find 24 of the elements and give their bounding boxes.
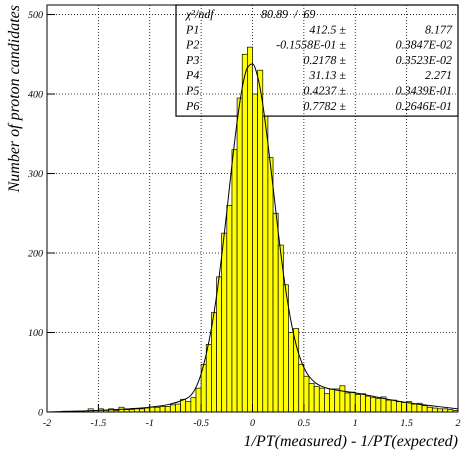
- y-tick-label: 400: [28, 90, 43, 101]
- y-tick-label: 200: [28, 248, 43, 260]
- text: P2 -0.1558E-01 ± 0.3847E-02: [186, 38, 452, 52]
- y-axis-title: Number of proton candidates: [6, 5, 23, 194]
- x-tick-label: -1: [146, 418, 154, 429]
- x-tick-label: -2: [42, 418, 52, 429]
- text: P3 0.2178 ± 0.3523E-02: [186, 52, 452, 67]
- text: P5 0.4237 ± 0.3439E-01: [186, 84, 452, 98]
- x-tick-label: -1.5: [90, 418, 106, 429]
- y-tick-label: 300: [27, 169, 43, 180]
- x-tick-label: 0.5: [298, 418, 310, 429]
- text: P4 31.13 ± 2.271: [186, 68, 452, 82]
- text: χ²/ndf 80.89 / 69: [186, 7, 316, 21]
- y-tick-label: 500: [28, 10, 43, 22]
- y-tick-label: 100: [28, 328, 43, 340]
- text: P1 412.5 ± 8.177: [186, 22, 452, 36]
- x-tick-label: 1: [352, 418, 358, 429]
- x-tick-label: 1.5: [400, 418, 413, 429]
- y-tick-label: 0: [38, 408, 43, 418]
- x-axis-title: 1/PT(measured) - 1/PT(expected): [244, 433, 458, 450]
- x-tick-label: 0: [250, 418, 255, 429]
- x-tick-label: -0.5: [193, 418, 210, 429]
- x-tick-label: 2: [456, 418, 460, 429]
- text: P6 0.7782 ± 0.2646E-01: [186, 98, 452, 113]
